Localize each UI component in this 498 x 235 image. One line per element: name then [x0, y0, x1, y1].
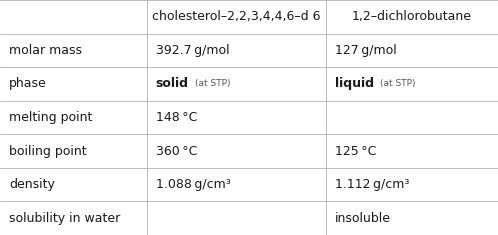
- Text: density: density: [9, 178, 55, 191]
- Text: 392.7 g/mol: 392.7 g/mol: [156, 44, 230, 57]
- Text: phase: phase: [9, 77, 47, 90]
- Text: 148 °C: 148 °C: [156, 111, 197, 124]
- Text: insoluble: insoluble: [335, 212, 391, 225]
- Text: solid: solid: [156, 77, 189, 90]
- Text: 360 °C: 360 °C: [156, 145, 197, 158]
- Text: liquid: liquid: [335, 77, 374, 90]
- Text: 125 °C: 125 °C: [335, 145, 376, 158]
- Text: melting point: melting point: [9, 111, 92, 124]
- Text: 1.088 g/cm³: 1.088 g/cm³: [156, 178, 231, 191]
- Text: (at STP): (at STP): [195, 79, 231, 88]
- Text: solubility in water: solubility in water: [9, 212, 120, 225]
- Text: (at STP): (at STP): [380, 79, 416, 88]
- Text: 1,2–dichlorobutane: 1,2–dichlorobutane: [352, 10, 472, 23]
- Text: cholesterol–2,2,3,4,4,6–d 6: cholesterol–2,2,3,4,4,6–d 6: [152, 10, 321, 23]
- Text: molar mass: molar mass: [9, 44, 82, 57]
- Text: boiling point: boiling point: [9, 145, 87, 158]
- Text: 1.112 g/cm³: 1.112 g/cm³: [335, 178, 409, 191]
- Text: 127 g/mol: 127 g/mol: [335, 44, 397, 57]
